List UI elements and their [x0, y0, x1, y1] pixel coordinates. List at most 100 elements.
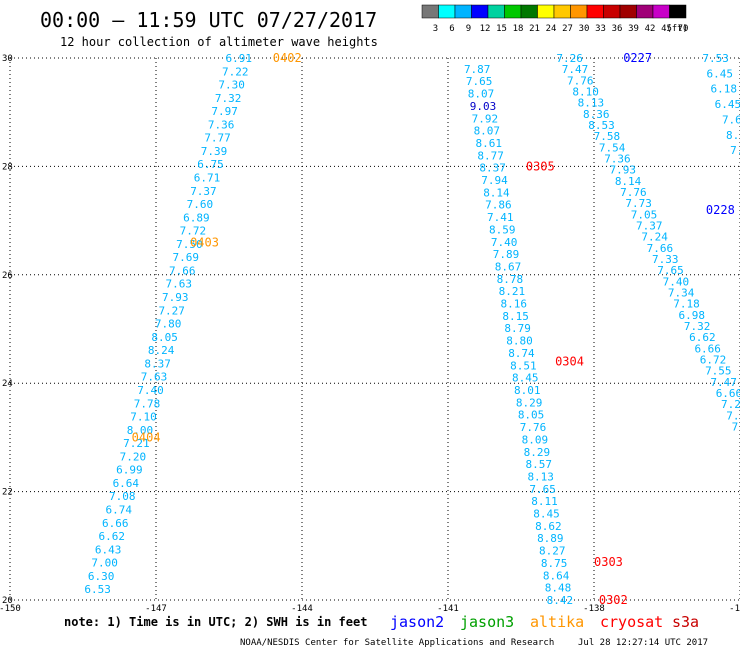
wave-height-value: 7.25 [721, 398, 740, 411]
colorbar-swatch [504, 4, 522, 19]
wave-height-value: 8.45 [533, 508, 560, 521]
wave-height-value: 7.08 [109, 490, 136, 503]
wave-height-value: 8.00 [127, 424, 154, 437]
wave-height-value: 7.89 [493, 248, 520, 261]
wave-height-value: 7.41 [487, 211, 514, 224]
colorbar-label: 15 [496, 24, 507, 34]
wave-height-value: 7.24 [641, 231, 668, 244]
wave-height-value: 6.75 [197, 158, 224, 171]
wave-height-value: 8.51 [510, 359, 537, 372]
pass-number-label: 0228 [706, 203, 735, 217]
wave-height-value: 7.93 [610, 164, 637, 177]
wave-height-value: 8.79 [504, 322, 531, 335]
wave-height-value: 7.00 [91, 557, 118, 570]
colorbar-swatch [487, 4, 505, 19]
wave-height-value: 7.20 [120, 450, 147, 463]
wave-height-value: 8.53 [588, 119, 615, 132]
wave-height-value: 7.77 [204, 132, 231, 145]
wave-height-value: 7.32 [684, 320, 711, 333]
wave-height-value: 6.71 [194, 172, 221, 185]
wave-height-value: 8.37 [479, 162, 506, 175]
y-tick-label: 28 [2, 162, 13, 172]
legend-jason2: jason2 [390, 613, 444, 631]
wave-height-value: 8.64 [543, 569, 570, 582]
wave-height-value: 7.36 [604, 153, 631, 166]
wave-height-value: 8.36 [583, 108, 610, 121]
x-tick-label: -138 [583, 604, 605, 614]
wave-height-value: 8.77 [477, 149, 504, 162]
axis-ticks: -150 -147 -144 -141 -138 -135 20 22 24 26 28 30 [0, 54, 740, 614]
wave-height-value: 6.62 [689, 331, 716, 344]
colorbar-swatch [421, 4, 439, 19]
wave-height-value: 7.54 [599, 141, 626, 154]
colorbar-swatch [586, 4, 604, 19]
wave-height-value: 7.30 [218, 79, 245, 92]
pass-number-label: 0305 [526, 159, 555, 173]
footer-timestamp: Jul 28 12:27:14 UTC 2017 [578, 638, 708, 648]
wave-height-value: 7.37 [636, 220, 663, 233]
wave-height-value: 8.45 [512, 372, 539, 385]
colorbar-swatch [438, 4, 456, 19]
wave-height-value: 8.21 [499, 285, 526, 298]
wave-height-value: 7.53 [702, 52, 729, 65]
wave-height-value: 6.98 [679, 309, 706, 322]
colorbar-swatch [520, 4, 538, 19]
wave-height-value: 8.62 [535, 520, 562, 533]
wave-height-value: 7.76 [620, 186, 647, 199]
pass-number-label: 0404 [132, 430, 161, 444]
footer-credit: NOAA/NESDIS Center for Satellite Applica… [240, 638, 554, 648]
wave-height-value: 7.72 [180, 225, 207, 238]
wave-height-value: 7.47 [710, 376, 737, 389]
wave-height-value: 8.59 [489, 223, 516, 236]
wave-height-value: 8.07 [474, 125, 501, 138]
wave-height-value: 7.76 [520, 421, 547, 434]
wave-height-value: 8.89 [537, 532, 564, 545]
colorbar-swatch [570, 4, 588, 19]
colorbar-swatch [603, 4, 621, 19]
wave-height-value: 7.94 [481, 174, 508, 187]
wave-height-value: 7.32 [215, 92, 242, 105]
wave-height-value: 6.30 [88, 570, 115, 583]
colorbar-label: 9 [466, 24, 471, 34]
y-tick-label: 20 [2, 596, 13, 606]
wave-height-value: 7.80 [155, 318, 182, 331]
wave-height-value: 7.39 [201, 145, 228, 158]
wave-height-value: 8.29 [524, 446, 551, 459]
wave-height-value: 7.37 [190, 185, 217, 198]
pass-number-label: 0304 [555, 355, 584, 369]
wave-height-value: 6.66 [102, 517, 129, 530]
x-tick-label: -135 [729, 604, 740, 614]
legend-jason3: jason3 [460, 613, 514, 631]
legend-altika: altika [530, 613, 584, 631]
x-tick-label: -141 [437, 604, 459, 614]
wave-height-value: 8.37 [144, 357, 171, 370]
colorbar-swatch [619, 4, 637, 19]
wave-height-value: 8.78 [497, 273, 524, 286]
wave-height-value: 6.62 [98, 530, 125, 543]
wave-height-value: 6.18 [711, 83, 738, 96]
wave-height-value: 6.45 [706, 67, 733, 80]
wave-height-value: 6.43 [95, 543, 122, 556]
wave-height-value: 8.13 [527, 470, 554, 483]
wave-height-value: 6.89 [183, 211, 210, 224]
wave-height-value: 9.03 [470, 100, 497, 113]
wave-height-value: 7.69 [173, 251, 200, 264]
wave-height-value: 8.24 [148, 344, 175, 357]
wave-height-value: 7.05 [631, 208, 658, 221]
wave-height-value: 7.36 [208, 118, 235, 131]
wave-height-value: 8.07 [468, 88, 495, 101]
wave-height-labels: 6.917.227.307.327.977.367.777.396.756.71… [84, 52, 740, 607]
wave-height-value: 7.33 [652, 253, 679, 266]
colorbar-label: 45 [661, 24, 672, 34]
pass-number-label: 0303 [594, 555, 623, 569]
legend-cryosat: cryosat [600, 613, 663, 631]
wave-height-value: 7.40 [491, 236, 518, 249]
legend-s3a: s3a [672, 613, 699, 631]
wave-height-value: 8.0 [726, 129, 740, 142]
wave-height-value: 7.63 [166, 278, 193, 291]
wave-height-value: 7.97 [211, 105, 238, 118]
colorbar-label: 33 [595, 24, 606, 34]
pass-number-label: 0402 [273, 51, 302, 65]
wave-height-value: 7.22 [222, 65, 249, 78]
y-tick-label: 30 [2, 54, 13, 64]
